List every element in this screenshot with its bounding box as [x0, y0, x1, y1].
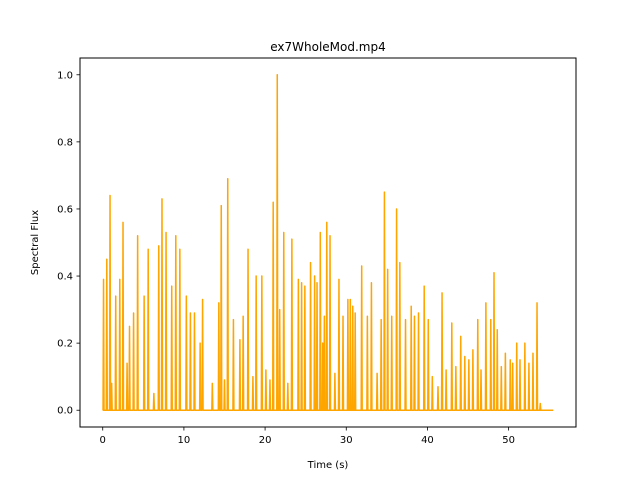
- plot-area: [102, 74, 554, 411]
- x-tick-label: 40: [421, 435, 434, 446]
- axes-frame: [79, 57, 577, 428]
- x-tick-label: 20: [259, 435, 272, 446]
- y-tick-label: 0.0: [57, 406, 73, 417]
- y-tick-label: 0.2: [57, 339, 73, 350]
- chart-title: ex7WholeMod.mp4: [270, 40, 386, 54]
- x-axis-label: Time (s): [307, 460, 349, 471]
- x-tick-label: 10: [178, 435, 191, 446]
- y-tick-label: 0.6: [57, 204, 73, 215]
- y-tick-label: 0.8: [57, 137, 73, 148]
- y-tick-label: 0.4: [57, 272, 73, 283]
- y-tick-label: 1.0: [57, 70, 73, 81]
- y-axis-label: Spectral Flux: [30, 210, 41, 275]
- x-tick-label: 30: [340, 435, 353, 446]
- spectral-flux-line: [102, 74, 554, 411]
- x-tick-label: 0: [100, 435, 106, 446]
- x-tick-label: 50: [502, 435, 515, 446]
- axis-ticks: 0 10 20 30 40 50 0.0 0.2 0.4 0.6 0.8 1.0: [57, 70, 515, 446]
